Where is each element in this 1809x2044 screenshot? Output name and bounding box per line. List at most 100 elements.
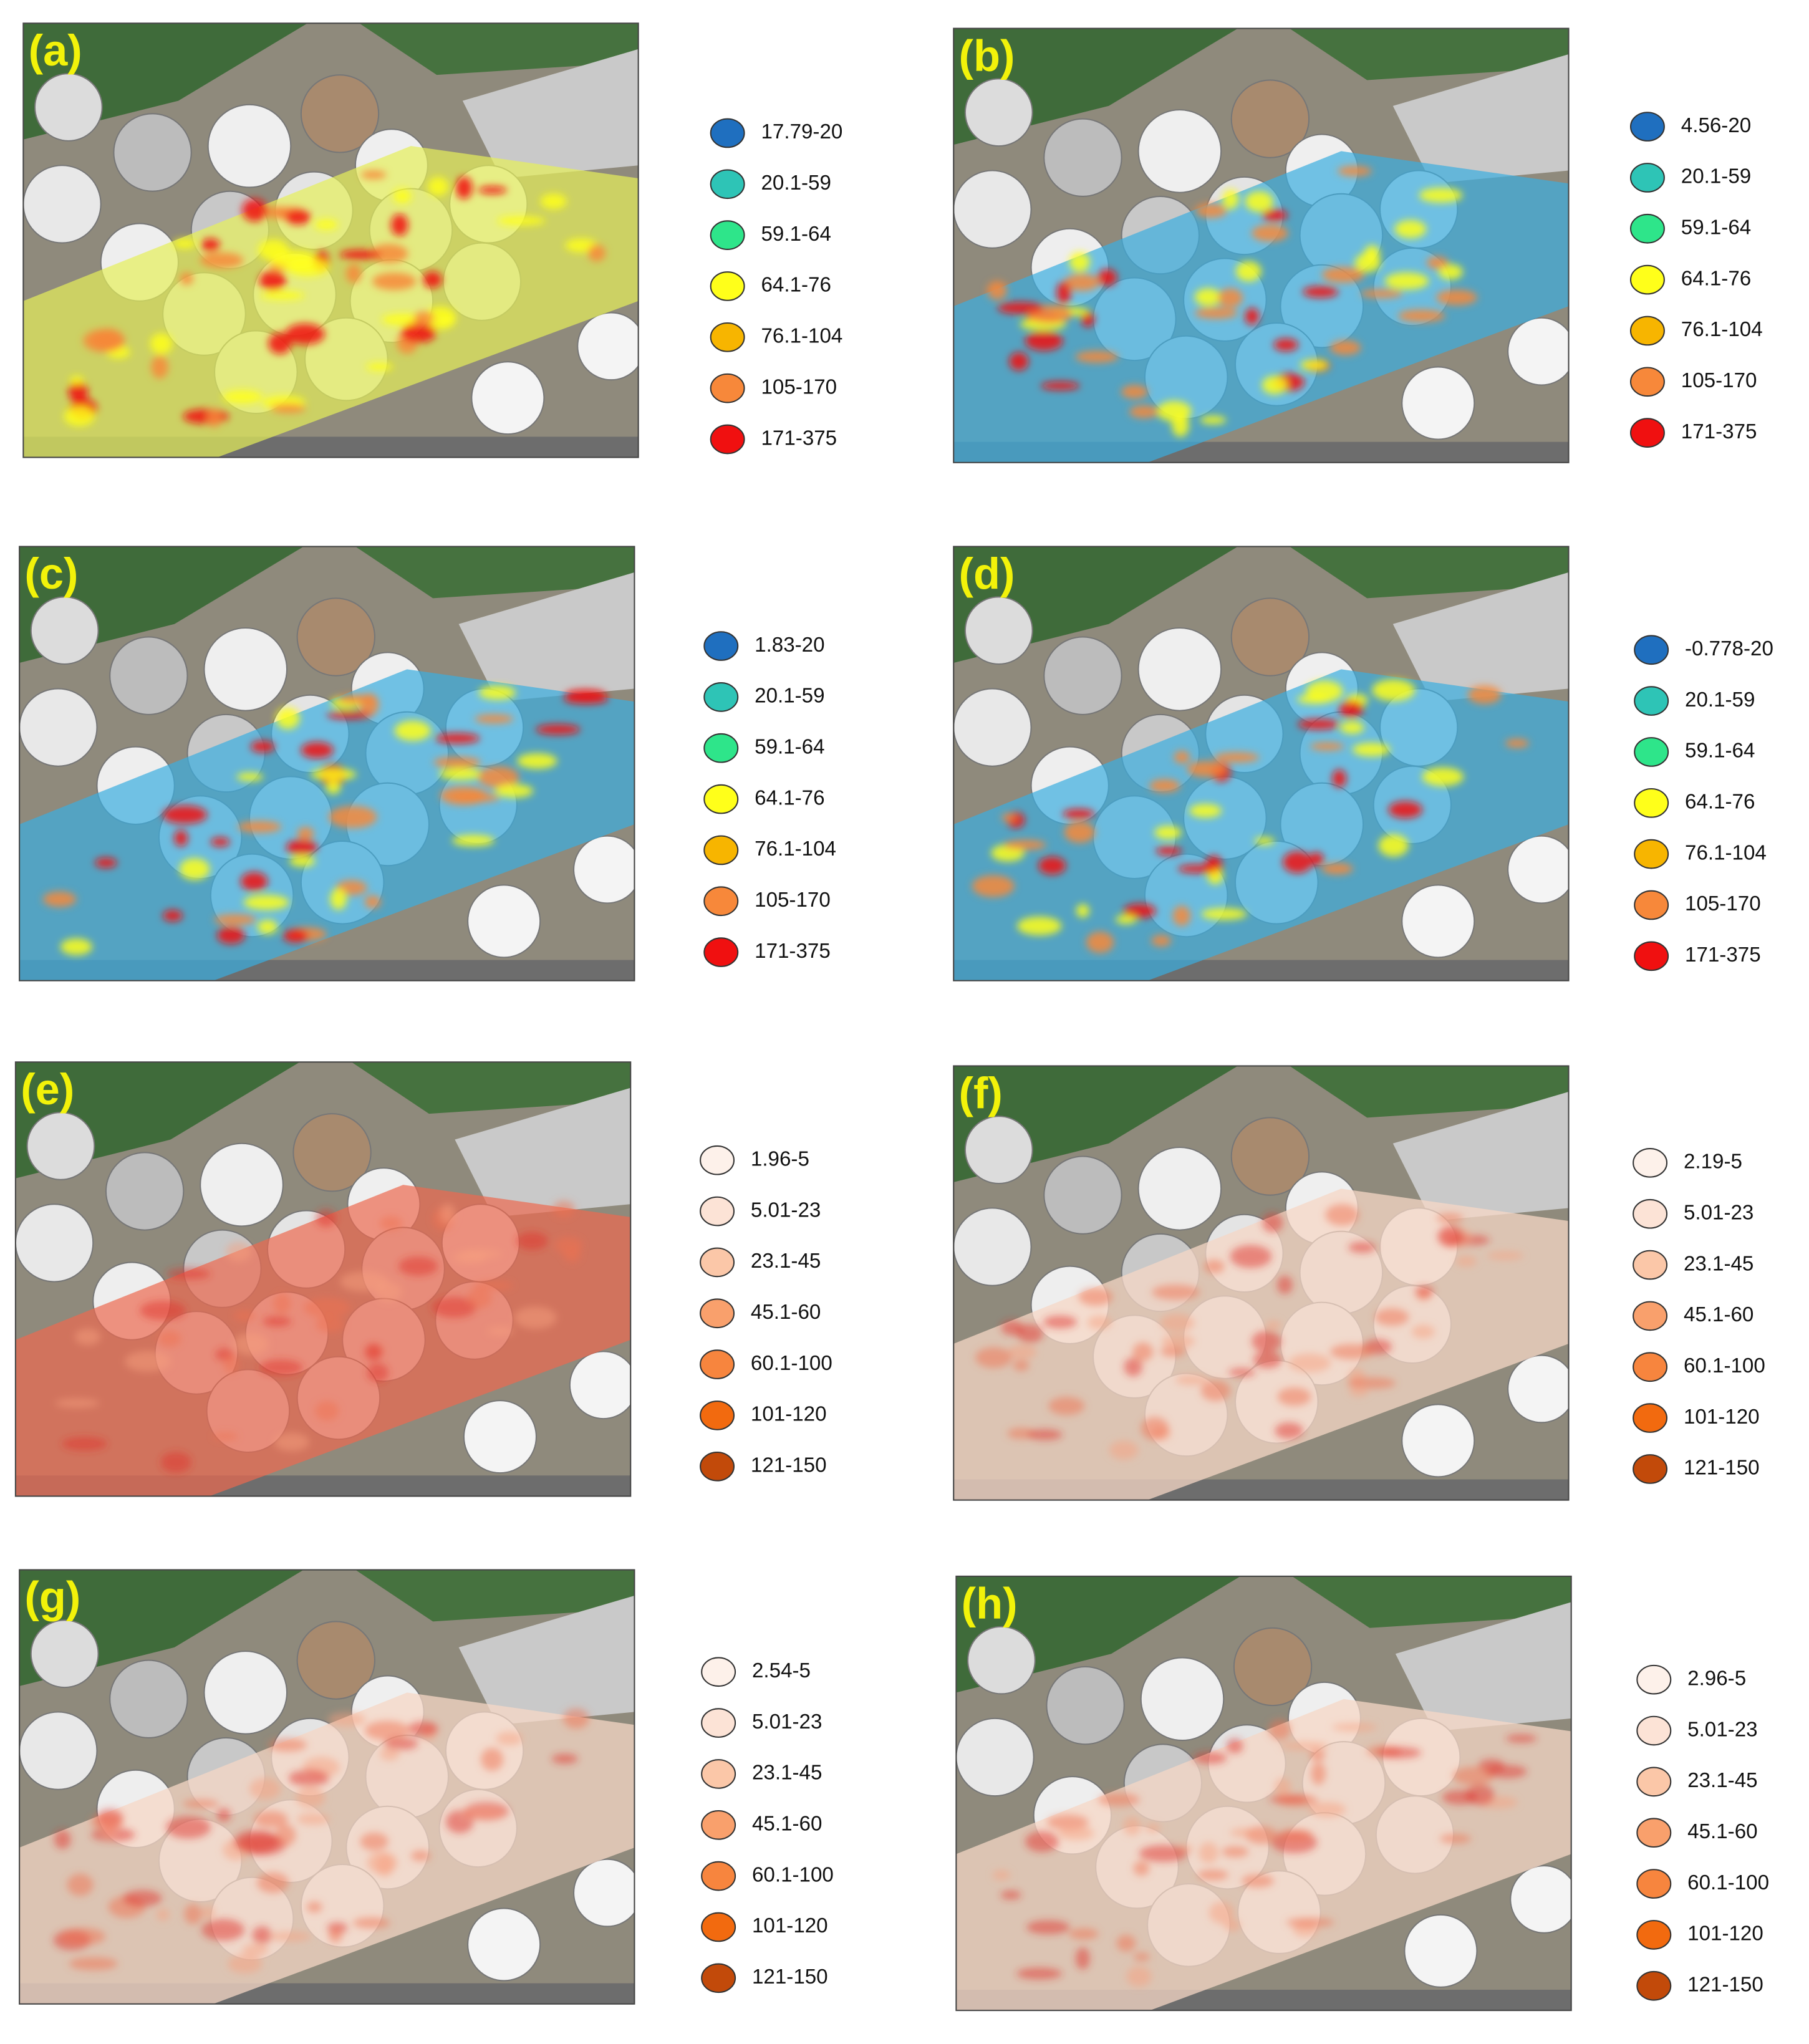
hotspot (455, 176, 473, 200)
hotspot (160, 1452, 191, 1473)
building (458, 572, 635, 702)
tank (953, 1207, 1032, 1286)
tank (19, 1711, 98, 1790)
tank (569, 1351, 631, 1420)
hotspot (174, 829, 188, 847)
hotspot (1207, 868, 1223, 885)
hotspot (158, 1330, 181, 1347)
legend-label: 59.1-64 (755, 735, 824, 758)
building (458, 1595, 635, 1725)
legend-swatch (701, 1912, 736, 1942)
hotspot (263, 1316, 292, 1327)
hotspot (222, 390, 263, 404)
hotspot (1311, 1762, 1326, 1785)
hotspot (64, 406, 95, 427)
tank (967, 1626, 1036, 1695)
hotspot (90, 1814, 123, 1830)
panel-label: (f) (959, 1068, 1003, 1117)
hotspot (1154, 826, 1182, 840)
hotspot (379, 1216, 403, 1230)
legend-label: 23.1-45 (1687, 1769, 1757, 1792)
panel-label: (b) (959, 31, 1015, 80)
hotspot (1235, 261, 1261, 282)
tank (1137, 627, 1222, 711)
hotspot (1286, 1917, 1334, 1927)
hotspot (1268, 1719, 1291, 1740)
hotspots (987, 166, 1478, 437)
legend-swatch (1633, 1148, 1668, 1178)
tank (1137, 109, 1222, 193)
legend-swatch (703, 937, 739, 967)
hotspot (1001, 1320, 1024, 1336)
hotspot (1087, 1315, 1112, 1330)
hotspot (1075, 350, 1119, 363)
panel-label: (c) (24, 549, 78, 598)
hotspot (1016, 1967, 1063, 1980)
hotspot (1064, 274, 1100, 291)
hotspot (237, 821, 282, 833)
hotspot (1388, 801, 1422, 819)
tank (1230, 79, 1310, 158)
tank (200, 1142, 284, 1227)
hotspot (1397, 309, 1445, 322)
hotspot (254, 1811, 288, 1828)
building (1395, 1602, 1571, 1732)
hotspot (123, 1890, 162, 1907)
hotspot (242, 198, 268, 222)
legend-label: 5.01-23 (751, 1198, 821, 1222)
hotspot (1213, 752, 1260, 763)
legend-swatch (1636, 1920, 1672, 1950)
hotspot (364, 1720, 410, 1740)
hotspot (1452, 1767, 1495, 1786)
hotspot (1187, 761, 1226, 778)
hotspot (535, 724, 581, 735)
tank (207, 104, 292, 188)
hotspot (1339, 700, 1364, 718)
hotspot (380, 1747, 400, 1761)
tank (296, 1621, 375, 1700)
hotspot (74, 1328, 101, 1346)
hotspot (1254, 837, 1275, 845)
hotspot (252, 1926, 273, 1945)
hotspot (410, 1850, 431, 1861)
hotspot (496, 1732, 523, 1746)
hotspot (1275, 1778, 1291, 1798)
tank (1401, 1404, 1475, 1478)
tank (471, 361, 545, 435)
hotspot (275, 1824, 296, 1846)
hotspot (330, 888, 347, 910)
hotspot (315, 1209, 337, 1227)
hotspots (975, 1203, 1524, 1460)
hotspot (326, 780, 341, 794)
map-panel: (b) (953, 27, 1570, 463)
legend-label: 121-150 (752, 1965, 828, 1989)
hotspot (268, 332, 292, 354)
hotspot (401, 322, 437, 344)
legend-swatch (1633, 1352, 1668, 1382)
hotspot (1115, 915, 1137, 924)
legend-label: 23.1-45 (751, 1250, 821, 1273)
legend-label: 60.1-100 (751, 1352, 832, 1375)
hotspot (1040, 381, 1080, 390)
hotspot (1297, 695, 1331, 704)
hotspot (1241, 1874, 1274, 1887)
legend-label: 20.1-59 (761, 171, 831, 195)
map-border (953, 27, 1570, 463)
tank (1507, 317, 1569, 386)
hotspot (210, 837, 230, 847)
legend-swatch (703, 886, 739, 917)
map (953, 1066, 1569, 1500)
legend-swatch (1629, 418, 1665, 448)
tank (964, 78, 1033, 147)
hotspot (303, 1297, 350, 1318)
hotspot (226, 1241, 252, 1262)
hotspot (551, 1753, 578, 1764)
hotspot (1151, 1285, 1200, 1300)
tank (300, 74, 380, 153)
hotspot (376, 1854, 394, 1877)
hotspot (1276, 1275, 1293, 1294)
hotspot (296, 1813, 330, 1825)
legend-label: 171-375 (761, 427, 837, 450)
hotspot (1297, 718, 1340, 730)
legend-label: -0.778-20 (1685, 637, 1773, 660)
